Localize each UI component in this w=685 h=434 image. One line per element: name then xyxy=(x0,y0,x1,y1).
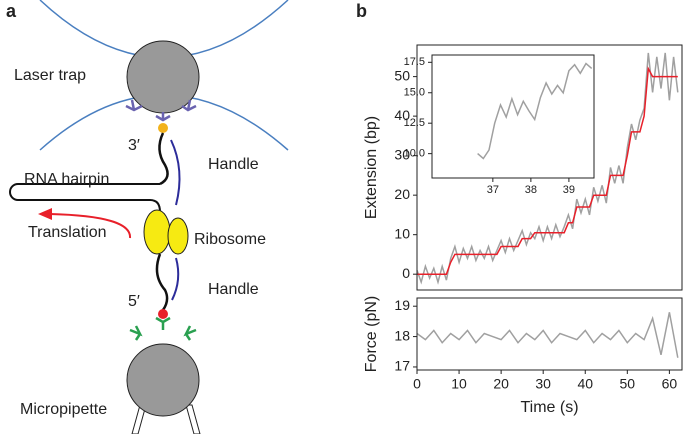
diagram xyxy=(9,0,289,434)
handle xyxy=(171,257,180,301)
x-tick-label: 39 xyxy=(563,184,575,196)
y-axis-label: Force (pN) xyxy=(363,296,380,372)
y-axis-label: Extension (bp) xyxy=(363,116,380,219)
trace xyxy=(416,52,679,285)
ribosome xyxy=(167,217,189,255)
plot-frame xyxy=(416,44,683,291)
y-tick-label: 17 xyxy=(394,358,410,374)
x-tick-label: 0 xyxy=(413,376,421,392)
y-tick-label: 30 xyxy=(394,146,410,162)
antibodies xyxy=(129,316,197,341)
x-tick-label: 10 xyxy=(451,376,467,392)
panel-label: a xyxy=(6,1,17,21)
rna xyxy=(158,132,169,186)
y-tick-label: 19 xyxy=(394,297,410,313)
x-tick-label: 30 xyxy=(535,376,551,392)
inset-bg xyxy=(432,55,594,178)
label: Translation xyxy=(28,224,107,241)
bead xyxy=(126,40,200,114)
biotin xyxy=(158,123,168,133)
plot-frame xyxy=(416,297,683,371)
label: Handle xyxy=(208,281,259,298)
label: RNA hairpin xyxy=(24,171,109,188)
digoxigenin xyxy=(158,309,168,319)
label: Micropipette xyxy=(20,401,107,418)
ribosome xyxy=(143,209,171,255)
y-tick-label: 15.0 xyxy=(404,87,425,99)
rna xyxy=(155,253,169,311)
y-tick-label: 17.5 xyxy=(404,56,425,68)
arrow xyxy=(49,213,131,239)
x-tick-label: 40 xyxy=(577,376,593,392)
y-tick-label: 18 xyxy=(394,327,410,343)
bead xyxy=(126,343,200,417)
antibodies xyxy=(125,99,197,122)
label: Ribosome xyxy=(194,231,266,248)
handle xyxy=(170,139,181,206)
x-axis-label: Time (s) xyxy=(520,399,578,416)
x-tick-label: 60 xyxy=(662,376,678,392)
panel-label: b xyxy=(356,1,367,21)
plot-frame xyxy=(431,54,595,179)
y-tick-label: 40 xyxy=(394,107,410,123)
y-tick-label: 0 xyxy=(402,265,410,281)
x-tick-label: 37 xyxy=(487,184,499,196)
trace xyxy=(416,312,679,358)
y-tick-label: 50 xyxy=(394,67,410,83)
x-tick-label: 50 xyxy=(620,376,636,392)
label: Handle xyxy=(208,156,259,173)
y-tick-label: 10 xyxy=(394,225,410,241)
x-tick-label: 20 xyxy=(493,376,509,392)
x-tick-label: 38 xyxy=(525,184,537,196)
y-tick-label: 20 xyxy=(394,186,410,202)
label: Laser trap xyxy=(14,67,86,84)
hairpin xyxy=(9,183,161,213)
label: 3′ xyxy=(128,137,140,154)
arrowhead xyxy=(38,208,52,220)
y-tick-label: 10.0 xyxy=(404,148,425,160)
trace xyxy=(417,66,678,275)
y-tick-label: 12.5 xyxy=(404,117,425,129)
label: 5′ xyxy=(128,293,140,310)
trace xyxy=(477,62,593,160)
